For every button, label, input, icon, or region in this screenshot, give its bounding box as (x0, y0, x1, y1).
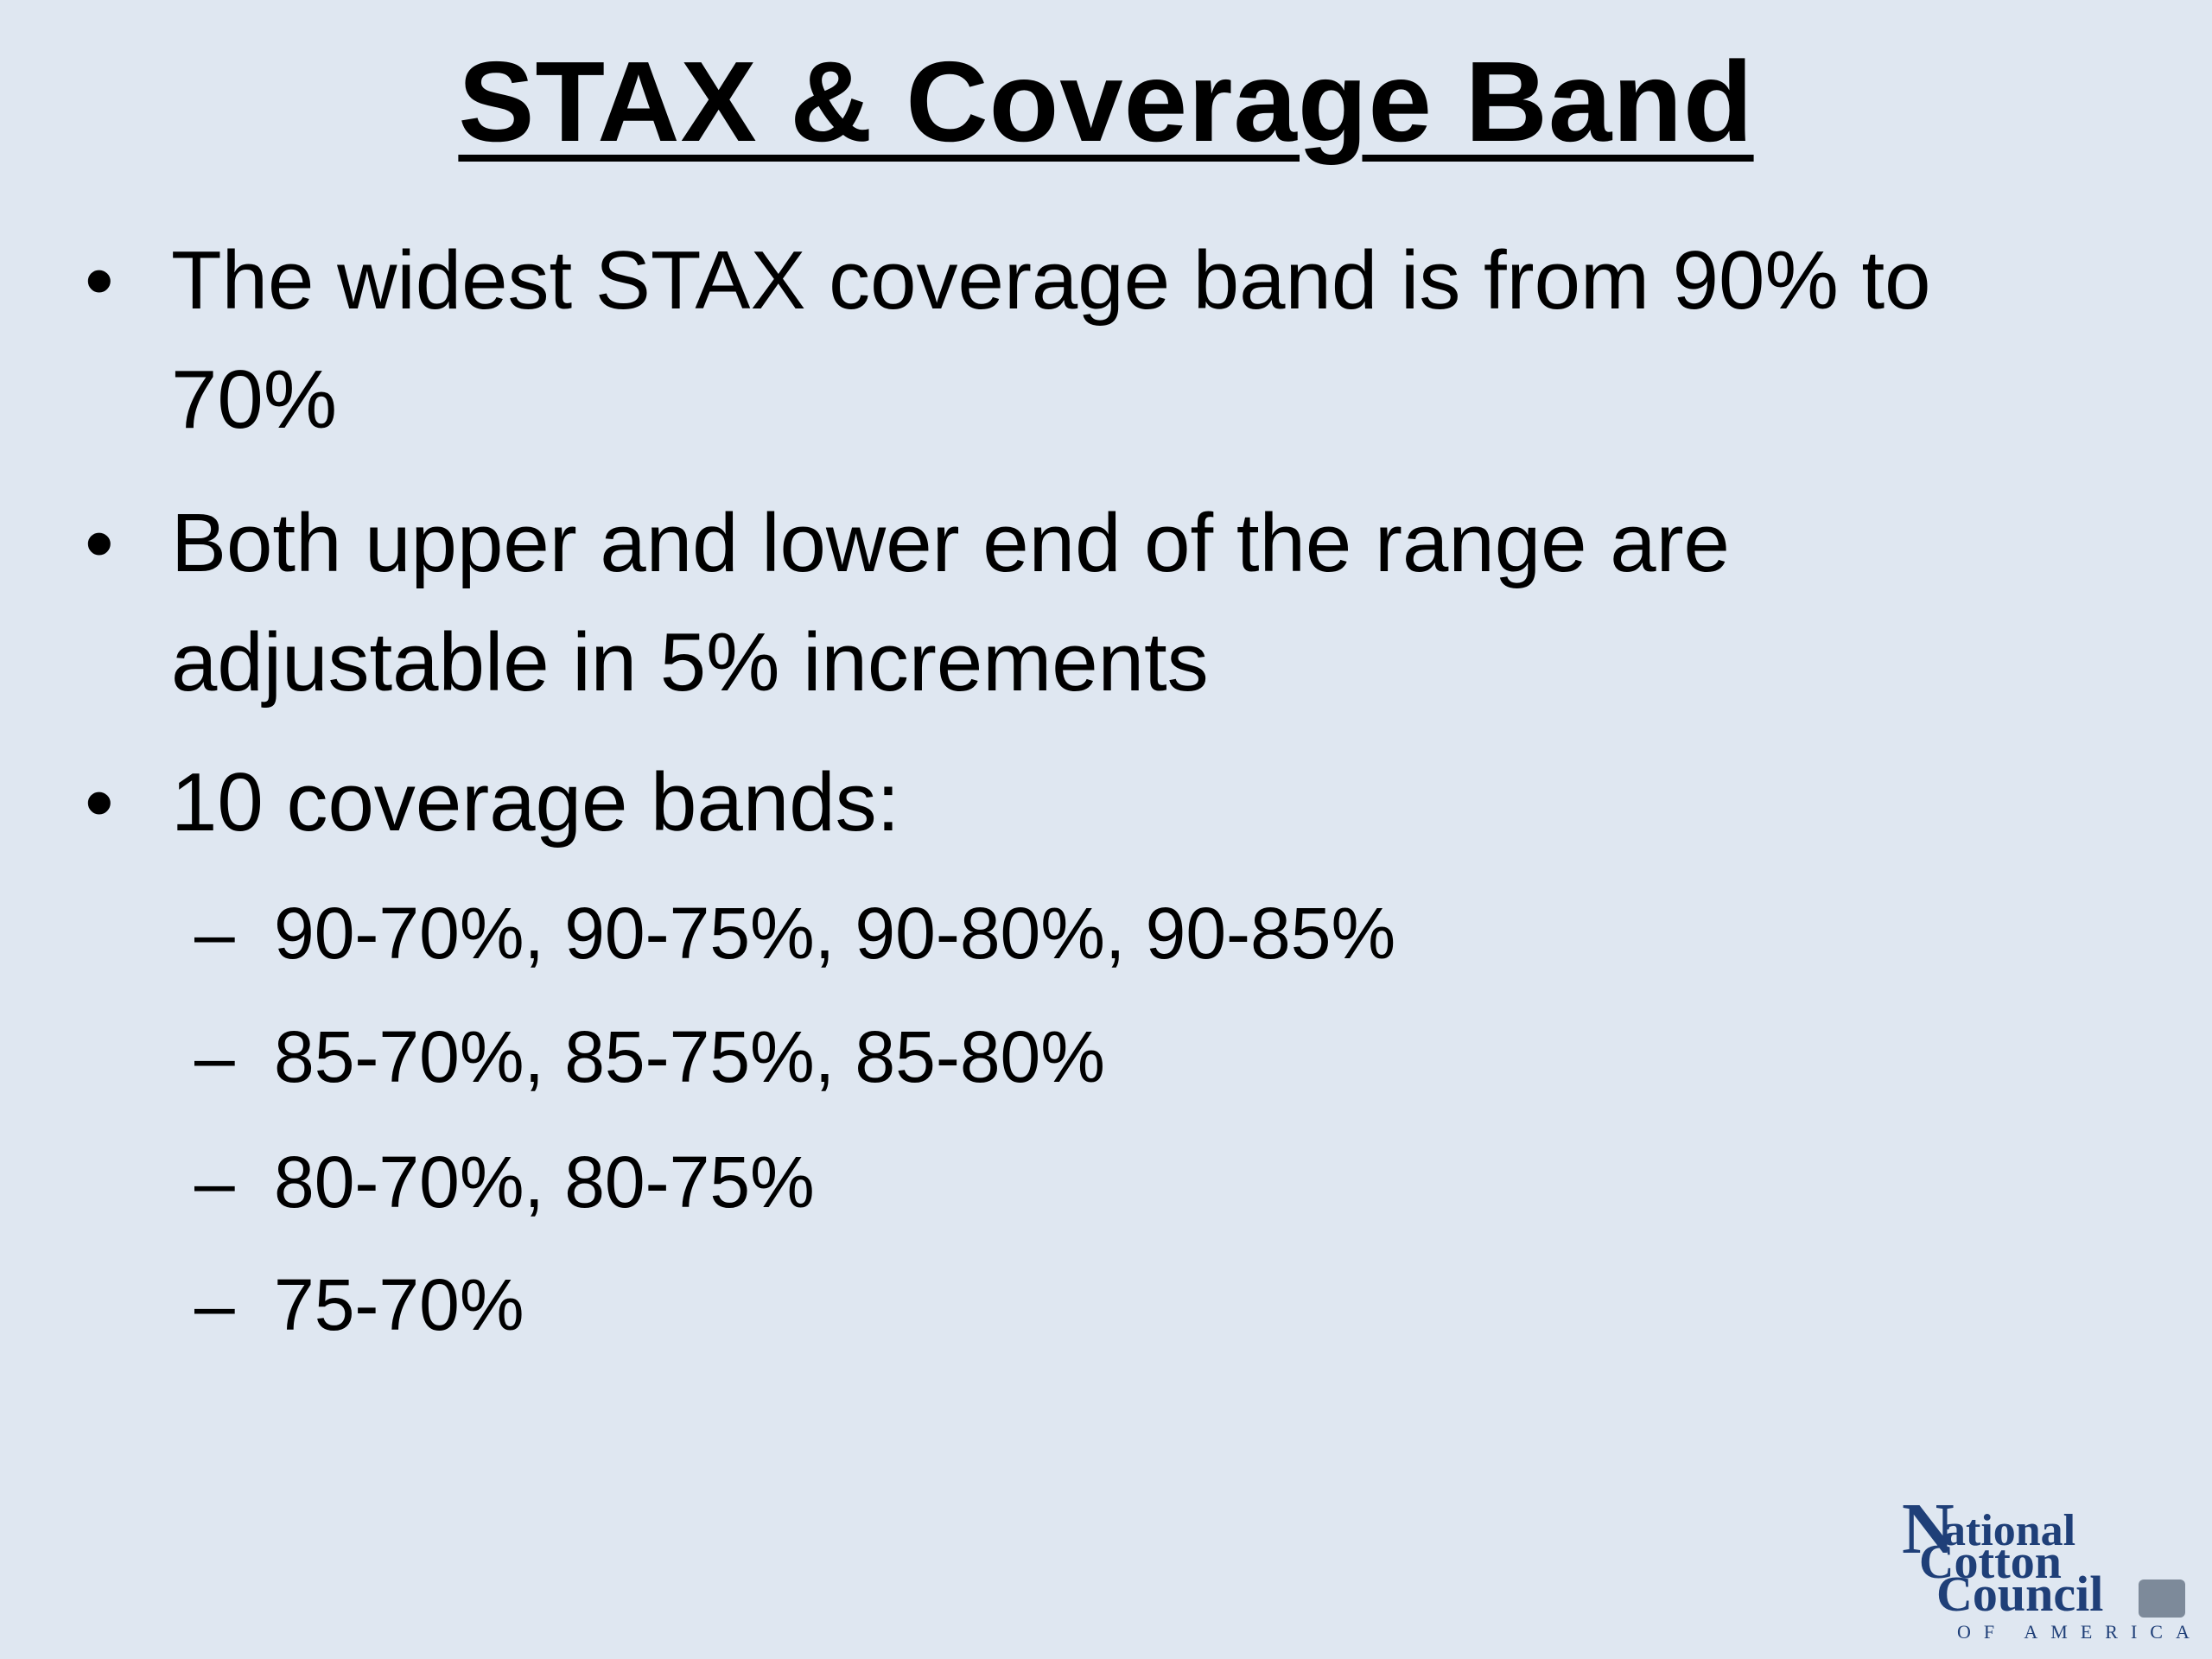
cotton-seal-icon (2139, 1580, 2185, 1618)
sub-bullet-marker: – (194, 1016, 235, 1097)
logo-line-2: Cotton (1919, 1535, 2062, 1589)
bullet-text: Both upper and lower end of the range ar… (171, 497, 1730, 709)
sub-bullet-text: 80-70%, 80-75% (274, 1141, 815, 1223)
national-cotton-council-logo: N ational Cotton Council OF AMERICA (1897, 1489, 2190, 1643)
sub-bullet-text: 90-70%, 90-75%, 90-80%, 90-85% (274, 893, 1396, 974)
bullet-text: The widest STAX coverage band is from 90… (171, 234, 1931, 446)
sub-bullet-text: 85-70%, 85-75%, 85-80% (274, 1016, 1105, 1097)
logo-line-3: Council (1936, 1566, 2104, 1622)
slide-title: STAX & Coverage Band (0, 33, 2212, 171)
sub-bullet-text: 75-70% (274, 1264, 524, 1345)
logo-line-1: ational (1943, 1506, 2076, 1555)
bullet-marker: • (85, 497, 114, 589)
sub-bullet-marker: – (194, 893, 235, 974)
slide-title-text: STAX & Coverage Band (458, 38, 1754, 165)
logo-letter-n: N (1902, 1489, 1955, 1569)
logo-tagline: OF AMERICA (1957, 1621, 2202, 1643)
bullet-text: 10 coverage bands: (171, 756, 900, 849)
bullet-marker: • (85, 234, 114, 327)
sub-bullet-marker: – (194, 1264, 235, 1345)
bullet-marker: • (85, 756, 114, 849)
sub-bullet-marker: – (194, 1141, 235, 1223)
